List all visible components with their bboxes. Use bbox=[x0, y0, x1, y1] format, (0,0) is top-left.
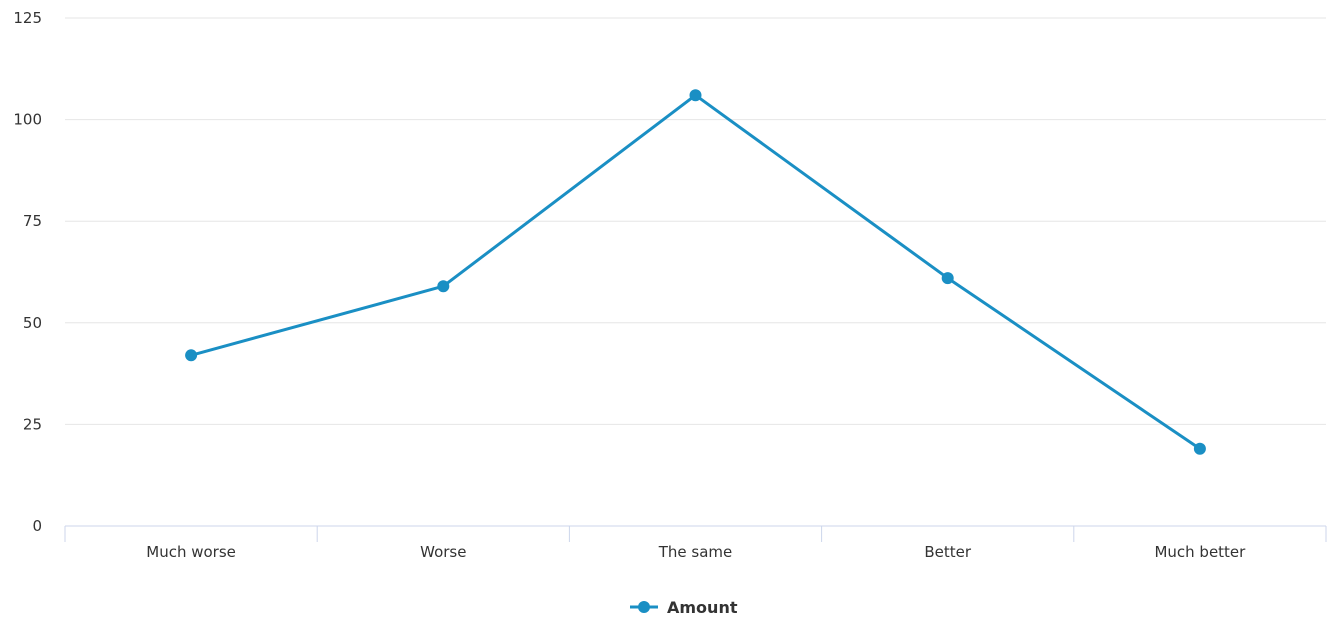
data-point[interactable] bbox=[689, 89, 702, 102]
y-tick-label: 25 bbox=[23, 415, 42, 433]
x-tick-label: The same bbox=[658, 543, 733, 561]
data-point[interactable] bbox=[437, 280, 450, 293]
series-amount[interactable] bbox=[185, 89, 1206, 455]
x-tick-label: Worse bbox=[420, 543, 466, 561]
series-line bbox=[190, 93, 1201, 451]
x-tick-label: Much better bbox=[1154, 543, 1246, 561]
y-tick-label: 50 bbox=[23, 314, 42, 332]
y-tick-label: 0 bbox=[32, 517, 42, 535]
x-axis: Much worse Worse The same Better Much better bbox=[64, 525, 1327, 561]
legend-marker-icon bbox=[638, 601, 650, 613]
data-point[interactable] bbox=[1193, 442, 1206, 455]
x-tick-label: Better bbox=[924, 543, 972, 561]
grid-lines bbox=[65, 17, 1326, 425]
x-tick-label: Much worse bbox=[146, 543, 236, 561]
data-point[interactable] bbox=[185, 349, 198, 362]
legend[interactable]: Amount bbox=[630, 598, 738, 617]
y-tick-label: 100 bbox=[13, 111, 42, 129]
y-tick-label: 125 bbox=[13, 9, 42, 27]
data-point[interactable] bbox=[941, 272, 954, 285]
y-tick-label: 75 bbox=[23, 212, 42, 230]
legend-label: Amount bbox=[667, 598, 738, 617]
y-axis: 0 25 50 75 100 125 bbox=[13, 9, 42, 535]
